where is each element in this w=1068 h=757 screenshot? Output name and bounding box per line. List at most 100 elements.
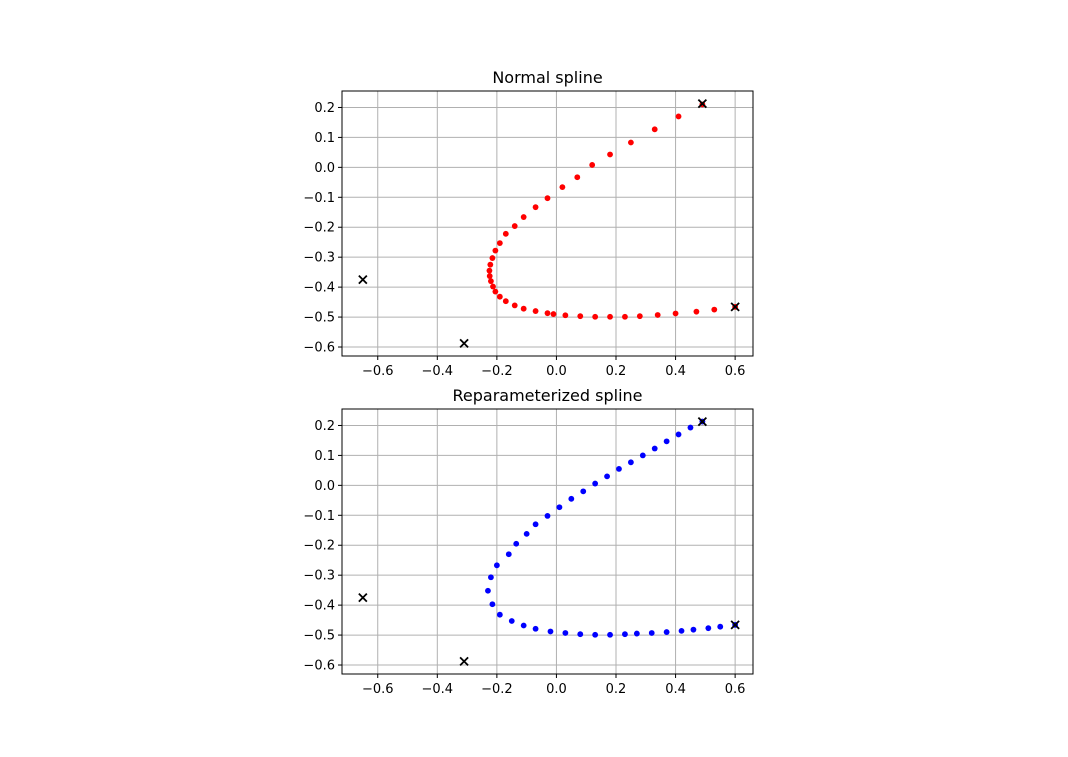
data-point [544,195,551,202]
data-point [675,113,682,120]
data-point [489,255,496,261]
data-point [562,630,569,636]
y-tick-label: −0.1 [303,191,335,206]
data-point [636,313,643,320]
data-point [663,629,670,635]
y-tick-label: 0.2 [314,101,335,116]
y-tick-label: −0.5 [303,311,335,326]
data-point [693,308,700,315]
y-tick-label: 0.0 [314,161,335,176]
x-tick-label: −0.2 [481,364,513,379]
data-point [711,306,718,313]
data-point [675,431,682,438]
data-point [532,521,539,528]
y-tick-label: −0.6 [303,659,335,674]
data-point [672,310,679,317]
y-tick-label: −0.4 [303,281,335,296]
data-point [487,261,494,268]
series-1 [486,101,739,320]
x-tick-label: 0.2 [606,364,627,379]
data-point [488,574,494,581]
data-point [490,283,496,290]
data-point [607,631,613,638]
axes-frame [341,90,754,357]
data-point [562,312,569,319]
axes-frame [341,408,754,675]
chart-panel-2: −0.6 −0.4 −0.2 0.0 0.2 0.4 0.6 0.2 0.1 0.0 −0.1 −0.… [303,386,754,697]
y-tick-label: 0.1 [314,131,335,146]
y-tick-label: 0.2 [314,419,335,434]
control-point-marker [730,302,740,312]
x-tick-label: 0.4 [665,364,686,379]
data-point [502,298,509,305]
data-point [604,473,610,480]
data-point [485,587,491,594]
data-point [489,601,496,608]
data-point [574,174,581,181]
data-point [544,512,551,519]
data-point [520,214,527,220]
data-point [550,311,557,317]
data-point [520,622,527,629]
x-tick-label: −0.2 [481,682,513,697]
data-point [532,625,539,632]
data-point [678,627,685,634]
x-tick-label: −0.4 [422,682,454,697]
data-point [627,459,634,466]
x-tick-label: −0.4 [422,364,454,379]
data-point [648,630,655,636]
data-point [622,631,628,638]
data-point [639,452,646,459]
data-point [486,273,493,279]
data-point [547,628,554,635]
data-point [607,151,613,158]
x-tick-label: −0.6 [362,364,394,379]
data-point [511,302,518,309]
data-point [493,562,500,569]
y-tick-label: 0.0 [314,479,335,494]
data-point [532,204,539,211]
y-tick-label: −0.3 [303,569,335,584]
data-point [622,313,628,320]
data-point [544,310,551,317]
series-2 [358,98,740,349]
data-point [633,630,640,637]
y-tick-label: −0.5 [303,629,335,644]
x-tick-label: 0.6 [725,364,746,379]
y-tick-label: −0.2 [303,221,335,236]
control-point-marker [459,338,469,349]
data-point [607,313,613,320]
data-point [496,293,503,300]
data-point [486,267,493,274]
data-point [505,551,512,558]
data-point [589,162,596,168]
data-point [592,480,599,487]
data-point [627,139,634,146]
series-1 [485,418,739,638]
data-point [502,230,509,237]
x-tick-label: −0.6 [362,682,394,697]
x-tick-label: 0.2 [606,682,627,697]
data-point [663,438,670,445]
control-point-marker [358,593,368,603]
control-point-marker [697,416,708,427]
data-point [532,308,539,314]
y-tick-label: −0.2 [303,539,335,554]
data-point [511,223,518,229]
data-point [496,240,503,247]
data-point [580,488,587,495]
y-tick-label: −0.4 [303,599,335,614]
y-tick-label: −0.6 [303,341,335,356]
data-point [687,424,694,431]
data-point [520,305,527,312]
data-point [568,495,575,502]
control-point-marker [459,656,469,667]
data-point [654,312,661,318]
data-point [690,626,697,633]
data-point [717,623,724,630]
data-point [592,631,599,638]
x-tick-label: 0.0 [546,364,567,379]
control-point-marker [697,98,708,109]
